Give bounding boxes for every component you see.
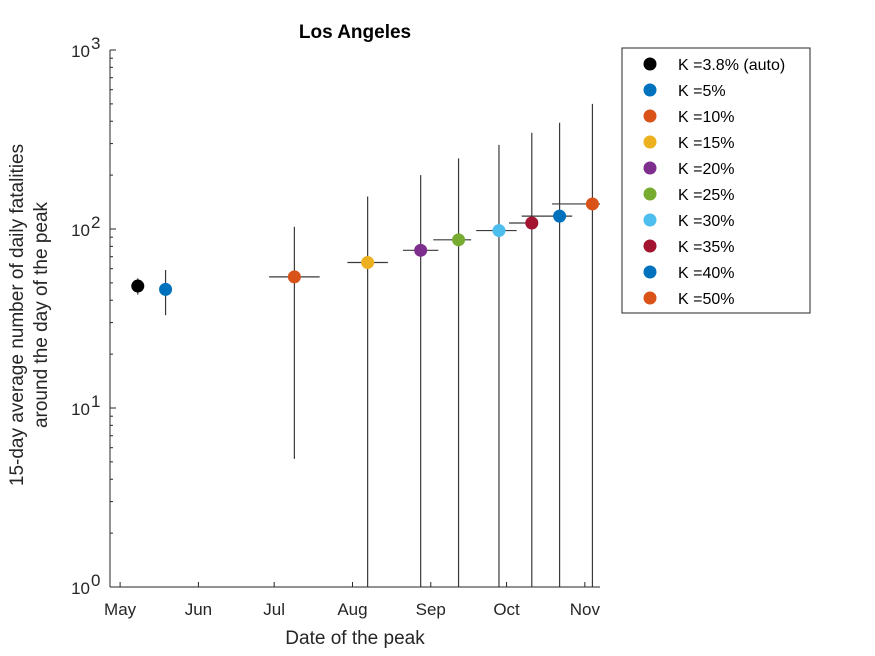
legend-label: K =20%: [678, 161, 734, 178]
series-6: [433, 158, 472, 587]
y-tick-label: 10: [71, 221, 90, 240]
legend-label: K =40%: [678, 265, 734, 282]
legend-label: K =3.8% (auto): [678, 57, 785, 74]
data-point: [131, 279, 145, 293]
y-tick-exponent: 1: [91, 392, 100, 411]
legend-label: K =30%: [678, 213, 734, 230]
legend-label: K =25%: [678, 187, 734, 204]
y-tick-exponent: 3: [91, 34, 100, 53]
series-7: [476, 144, 517, 587]
legend-label: K =50%: [678, 291, 734, 308]
plot-area: [131, 103, 600, 587]
data-point: [414, 243, 428, 257]
legend-marker: [643, 57, 657, 71]
legend-marker: [643, 109, 657, 123]
legend-label: K =35%: [678, 239, 734, 256]
x-axis: May Jun Jul Aug Sep Oct Nov: [104, 582, 600, 619]
data-point: [361, 255, 375, 269]
legend-label: K =5%: [678, 83, 726, 100]
x-tick-label: Jun: [185, 600, 212, 619]
y-axis-title-line-2: around the day of the peak: [31, 201, 52, 428]
data-point: [585, 197, 599, 211]
data-point: [492, 224, 506, 238]
legend-label: K =10%: [678, 109, 734, 126]
legend-marker: [643, 291, 657, 305]
series-1: [131, 278, 145, 295]
series-5: [402, 175, 439, 587]
legend-marker: [643, 265, 657, 279]
series-3: [269, 226, 320, 459]
x-axis-title: Date of the peak: [285, 628, 425, 649]
x-tick-label: Nov: [570, 600, 601, 619]
y-tick-label: 10: [71, 400, 90, 419]
data-point: [159, 282, 173, 296]
series-10: [552, 103, 600, 587]
series-8: [509, 132, 539, 587]
series-4: [347, 196, 388, 587]
y-tick-exponent: 2: [91, 213, 100, 232]
y-axis-title-line-1: 15-day average number of daily fatalitie…: [7, 144, 28, 486]
legend-marker: [643, 83, 657, 97]
legend: K =3.8% (auto) K =5% K =10% K =15% K =20% K =…: [621, 47, 811, 314]
x-tick-label: Oct: [493, 600, 520, 619]
legend-marker: [643, 135, 657, 149]
legend-marker: [643, 213, 657, 227]
legend-marker: [643, 187, 657, 201]
x-tick-label: May: [104, 600, 137, 619]
legend-label: K =15%: [678, 135, 734, 152]
chart-title: Los Angeles: [299, 22, 411, 43]
x-tick-label: Jul: [263, 600, 285, 619]
series-2: [159, 270, 173, 316]
legend-marker: [643, 239, 657, 253]
y-tick-exponent: 0: [91, 571, 100, 590]
y-tick-label: 10: [71, 42, 90, 61]
y-tick-label: 10: [71, 579, 90, 598]
data-point: [452, 233, 466, 247]
x-tick-label: Aug: [337, 600, 367, 619]
y-axis-title: 15-day average number of daily fatalitie…: [7, 144, 52, 486]
legend-marker: [643, 161, 657, 175]
data-point: [553, 209, 567, 223]
data-point: [287, 270, 301, 284]
x-tick-label: Sep: [416, 600, 446, 619]
series-9: [521, 122, 573, 587]
data-point: [525, 216, 539, 230]
